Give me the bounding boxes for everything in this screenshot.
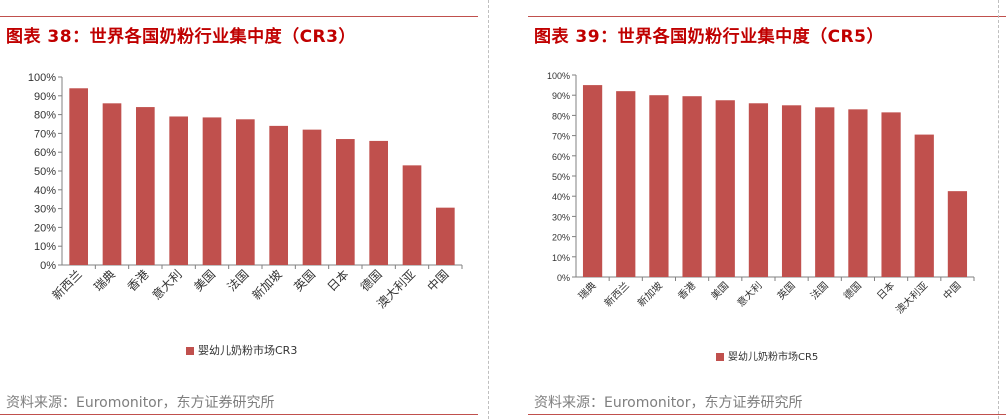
x-tick-label: 英国: [774, 279, 797, 302]
top-rule: [0, 16, 478, 17]
x-tick-label: 中国: [424, 267, 452, 295]
bottom-rule: [528, 414, 1006, 415]
y-tick-label: 40%: [552, 192, 570, 202]
chart-title: 图表 38：世界各国奶粉行业集中度（CR3）: [6, 27, 356, 47]
bar: [582, 85, 603, 277]
y-tick-label: 20%: [552, 233, 570, 243]
legend-label: 婴幼儿奶粉市场CR3: [198, 344, 298, 357]
x-tick-label: 新加坡: [635, 279, 665, 309]
y-tick-label: 30%: [34, 204, 56, 216]
x-tick-label: 意大利: [149, 267, 185, 303]
bar: [715, 100, 735, 277]
x-tick-label: 日本: [874, 279, 897, 302]
x-tick-label: 德国: [357, 267, 385, 295]
y-tick-label: 0%: [557, 273, 570, 283]
bar: [69, 88, 88, 265]
bar-chart-cr5: 0% 10% 20% 30% 40% 50% 60% 70% 80% 90% 100% 瑞典 新西兰 新加…: [547, 71, 975, 316]
bar: [169, 116, 188, 265]
x-tick-label: 中国: [940, 279, 963, 302]
y-tick-label: 0%: [40, 260, 56, 272]
y-tick-label: 70%: [34, 128, 56, 140]
bottom-rule: [0, 414, 478, 415]
chart-panel-cr5: 图表 39：世界各国奶粉行业集中度（CR5） 0% 10% 20% 30% 40% 50%…: [528, 0, 1006, 419]
bar: [236, 119, 255, 265]
x-tick-label: 法国: [808, 279, 831, 302]
source-note: 资料来源：Euromonitor，东方证券研究所: [534, 395, 803, 411]
page-edge-divider: [998, 0, 999, 419]
bar: [682, 96, 702, 278]
bar: [848, 109, 868, 277]
y-tick-label: 60%: [34, 147, 56, 159]
bar: [402, 165, 422, 265]
bar: [616, 91, 636, 277]
bar: [781, 105, 802, 277]
bar: [102, 103, 122, 265]
x-tick-label: 英国: [291, 267, 318, 294]
x-tick-label: 新加坡: [249, 267, 285, 303]
x-tick-label: 瑞典: [575, 279, 598, 302]
x-tick-label: 美国: [191, 267, 218, 294]
bar-chart-cr3: 0%10%20%30%40%50%60%70%80%90%100%新西兰 瑞典 香港…: [28, 72, 463, 311]
x-tick-label: 意大利: [734, 279, 764, 309]
y-tick-label: 80%: [552, 111, 570, 121]
legend-swatch: [716, 353, 724, 361]
x-tick-label: 日本: [325, 267, 352, 294]
y-tick-label: 50%: [34, 166, 56, 178]
legend-label: 婴幼儿奶粉市场CR5: [728, 352, 819, 363]
legend: 婴幼儿奶粉市场CR3: [186, 342, 297, 358]
bar: [914, 134, 934, 277]
bar: [947, 191, 968, 277]
y-tick-label: 30%: [552, 212, 570, 222]
bar: [815, 107, 835, 277]
chart-title: 图表 39：世界各国奶粉行业集中度（CR5）: [534, 27, 884, 47]
bar: [649, 95, 669, 277]
y-tick-label: 100%: [547, 71, 570, 81]
y-tick-label: 50%: [552, 172, 570, 182]
x-tick-label: 法国: [225, 267, 252, 294]
chart-panel-cr3: 图表 38：世界各国奶粉行业集中度（CR3） 0% 10% 20% 30% 40% 50%…: [0, 0, 478, 419]
x-tick-label: 美国: [708, 279, 731, 302]
x-tick-label: 香港: [125, 267, 152, 294]
source-note: 资料来源：Euromonitor，东方证券研究所: [6, 395, 275, 411]
top-rule: [528, 16, 1006, 17]
panel-divider: [488, 0, 489, 419]
y-tick-label: 70%: [552, 132, 570, 142]
bar: [336, 139, 355, 265]
y-tick-label: 20%: [34, 222, 56, 234]
bar: [436, 207, 455, 265]
bar: [136, 107, 155, 265]
bar: [269, 125, 288, 265]
legend-swatch: [186, 347, 194, 355]
bar: [881, 112, 901, 278]
y-tick-label: 40%: [34, 185, 56, 197]
x-tick-label: 澳大利亚: [893, 279, 930, 316]
y-tick-label: 10%: [552, 253, 570, 263]
x-tick-label: 新西兰: [601, 279, 631, 309]
legend: 婴幼儿奶粉市场CR5: [716, 348, 818, 363]
bar: [748, 103, 769, 277]
x-tick-label: 德国: [841, 279, 864, 302]
x-tick-label: 瑞典: [91, 267, 118, 294]
y-tick-label: 90%: [552, 91, 570, 101]
y-tick-label: 90%: [34, 91, 56, 103]
y-tick-label: 100%: [28, 72, 56, 84]
bar: [369, 140, 388, 265]
bar: [202, 117, 222, 265]
y-tick-label: 80%: [34, 110, 56, 122]
bar: [302, 129, 322, 265]
x-tick-label: 香港: [676, 280, 699, 303]
y-tick-label: 10%: [34, 241, 56, 253]
y-tick-label: 60%: [552, 152, 570, 162]
